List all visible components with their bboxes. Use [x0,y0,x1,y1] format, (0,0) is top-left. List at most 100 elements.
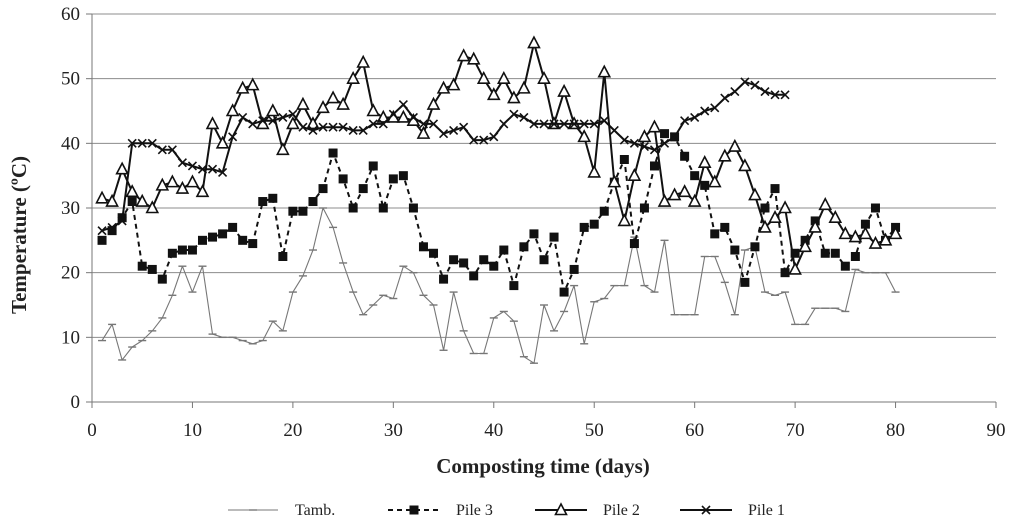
data-point-pile-3 [700,180,710,190]
data-point-pile-2 [818,197,833,211]
data-point-pile-1 [519,112,529,123]
data-point-pile-3 [308,197,318,207]
data-point-pile-1 [760,87,770,97]
data-point-pile-2 [828,209,843,223]
data-point-pile-1 [690,112,700,123]
marker-stroke [248,119,258,129]
legend-item-pile-2: Pile 2 [535,502,640,519]
series-line-pile-3 [101,132,897,294]
data-point-pile-1 [599,116,609,126]
data-point-pile-2 [185,174,200,188]
data-point-pile-3 [218,229,228,239]
data-point-pile-3 [840,261,850,271]
data-point-pile-1 [207,164,218,174]
data-point-pile-3 [328,148,338,158]
data-point-pile-1 [559,119,569,129]
data-point-pile-3 [228,222,238,232]
data-point-pile-3 [429,248,439,258]
data-point-pile-3 [629,239,639,249]
data-point-pile-2 [838,226,853,240]
data-point-pile-3 [619,155,629,164]
data-point-pile-1 [268,116,278,126]
data-point-pile-2 [717,148,732,162]
data-point-pile-3 [479,255,489,265]
x-tick-label: 80 [886,420,905,441]
data-point-pile-2 [687,193,702,207]
data-point-pile-2 [276,142,290,156]
data-point-pile-3 [338,174,348,184]
data-point-pile-3 [720,222,730,232]
marker-stroke [469,135,479,145]
data-point-pile-3 [589,219,599,229]
y-tick-label: 50 [61,69,80,90]
data-point-pile-1 [238,112,248,123]
data-point-pile-1 [147,138,157,148]
data-point-pile-2 [878,232,893,246]
data-point-pile-3 [378,203,388,213]
data-point-pile-3 [439,274,449,284]
data-point-pile-1 [549,119,559,129]
data-point-pile-3 [509,281,519,291]
data-point-pile-1 [107,222,117,232]
marker-stroke [218,167,228,177]
data-point-pile-3 [157,274,167,284]
data-point-pile-1 [177,158,187,168]
marker-stroke [710,103,720,113]
data-point-pile-3 [549,232,559,242]
data-point-pile-1 [388,109,398,119]
x-tick-label: 30 [384,420,403,441]
data-point-pile-3 [649,161,659,171]
data-point-pile-3 [639,203,649,213]
data-point-pile-2 [316,100,330,114]
data-point-pile-1 [358,125,368,135]
series-pile-1 [97,77,790,236]
marker-stroke [418,119,429,129]
data-point-pile-3 [860,219,870,229]
marker-stroke [127,138,137,148]
marker-stroke [680,116,690,126]
legend-item-pile-3: Pile 3 [388,502,493,519]
y-tick-label: 20 [61,263,80,284]
data-point-pile-1 [197,164,208,174]
data-point-pile-3 [850,252,860,261]
marker-stroke [268,116,278,126]
data-point-pile-2 [768,209,782,223]
data-point-pile-3 [278,252,288,261]
data-point-pile-2 [396,109,411,123]
data-point-pile-3 [167,248,177,258]
data-point-pile-2 [356,54,371,68]
data-point-pile-3 [499,245,509,255]
marker-stroke [238,112,248,123]
data-point-pile-2 [798,239,812,253]
data-point-pile-3 [519,242,529,252]
data-point-pile-3 [469,271,479,281]
y-tick-label: 10 [61,327,80,348]
marker-stroke [368,119,378,129]
data-point-pile-1 [248,119,258,129]
data-point-pile-2 [286,116,300,130]
data-point-pile-2 [788,261,802,275]
marker-stroke [529,119,539,129]
series-pile-2 [95,35,903,275]
legend-label: Pile 1 [748,502,785,519]
data-point-pile-3 [107,226,117,236]
marker-stroke [770,90,780,100]
data-point-pile-3 [579,222,589,232]
data-point-pile-2 [205,116,220,130]
data-point-pile-2 [346,70,360,84]
data-point-pile-1 [529,119,539,129]
data-point-pile-1 [328,122,338,132]
data-point-pile-2 [306,116,320,130]
data-point-pile-2 [376,109,391,123]
data-point-pile-2 [617,213,632,227]
data-point-pile-3 [660,129,670,139]
marker-stroke [489,132,499,142]
x-tick-label: 70 [786,420,805,441]
x-tick-label: 50 [585,420,604,441]
data-point-pile-2 [587,164,602,178]
data-point-pile-3 [358,184,368,194]
data-point-pile-2 [296,96,310,110]
marker-stroke [629,138,639,148]
